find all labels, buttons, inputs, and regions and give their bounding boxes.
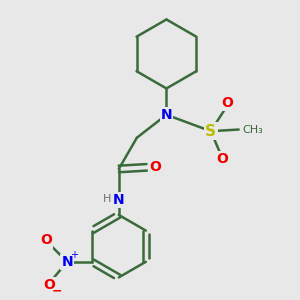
Text: O: O: [40, 233, 52, 248]
Text: N: N: [113, 193, 124, 207]
Text: S: S: [205, 124, 216, 139]
Text: CH₃: CH₃: [242, 124, 263, 134]
Text: O: O: [216, 152, 228, 166]
Text: H: H: [103, 194, 112, 203]
Text: N: N: [160, 108, 172, 122]
Text: O: O: [221, 96, 233, 110]
Text: N: N: [61, 255, 73, 269]
Text: +: +: [70, 250, 78, 260]
Text: O: O: [43, 278, 55, 292]
Text: O: O: [149, 160, 161, 174]
Text: −: −: [51, 284, 62, 297]
